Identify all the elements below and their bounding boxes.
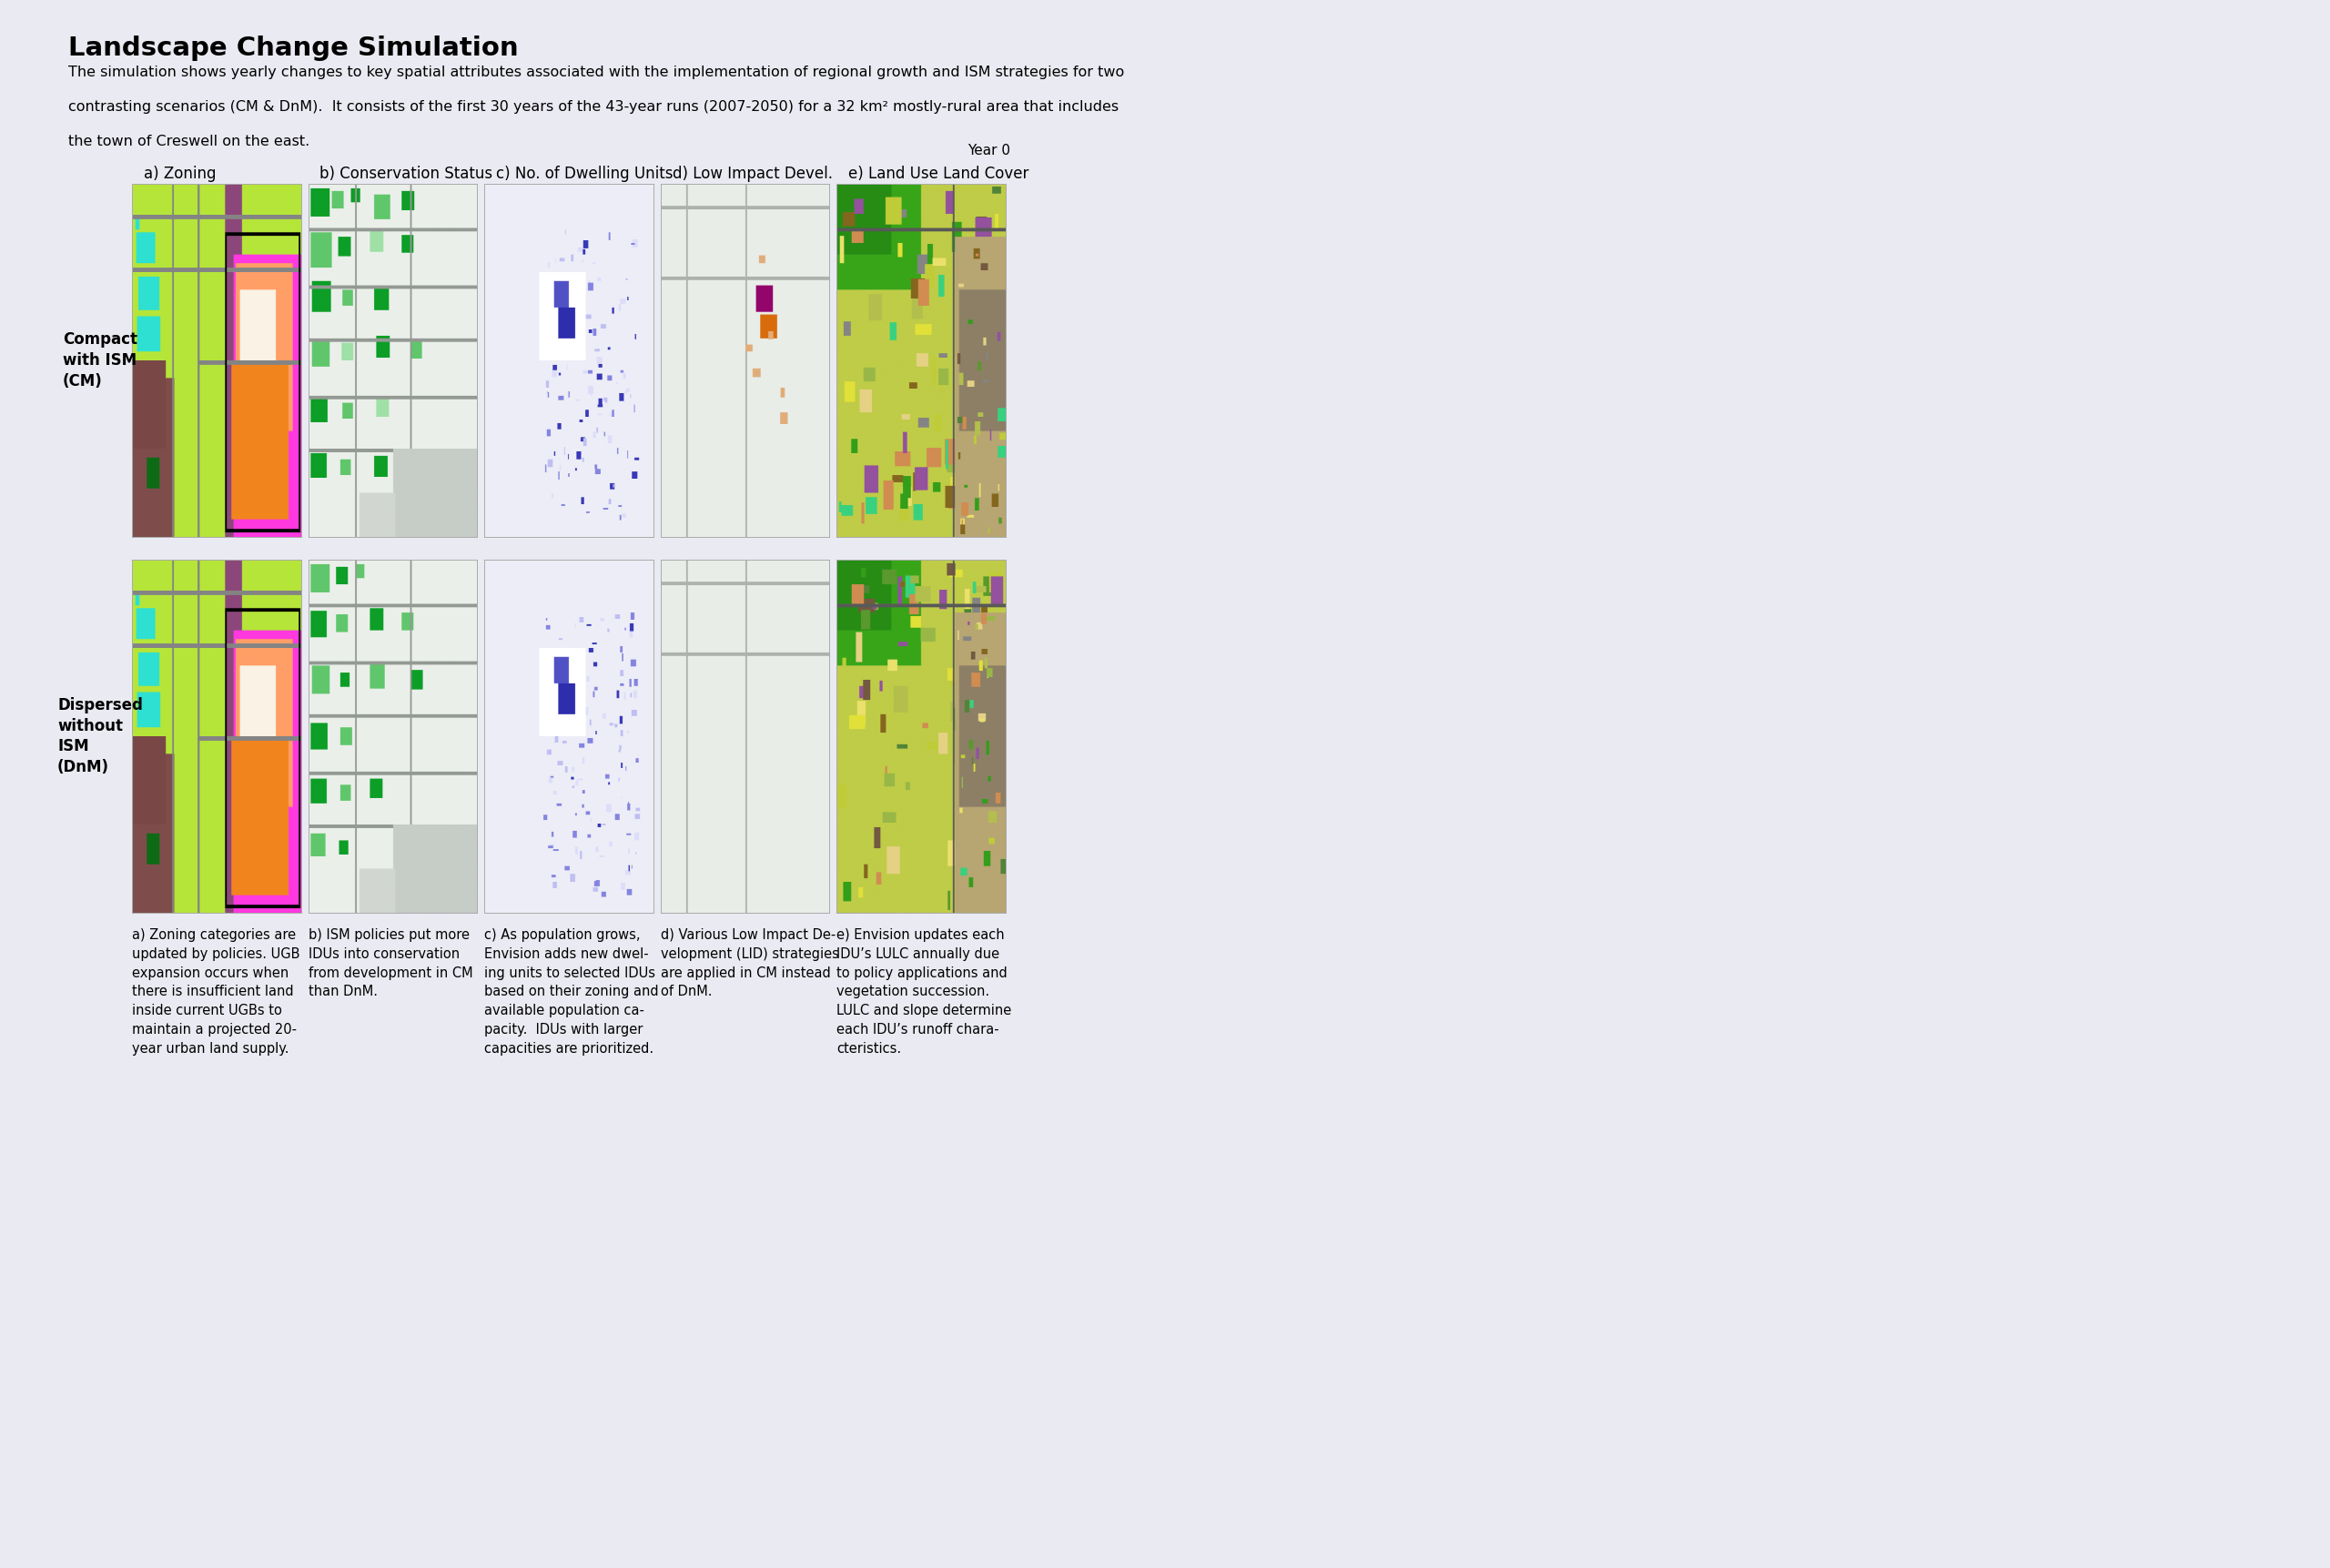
Text: Dispersed
without
ISM
(DnM): Dispersed without ISM (DnM)	[58, 696, 142, 776]
Text: b) ISM policies put more
IDUs into conservation
from development in CM
than DnM.: b) ISM policies put more IDUs into conse…	[308, 928, 473, 999]
Text: the town of Creswell on the east.: the town of Creswell on the east.	[68, 135, 310, 147]
Text: c) As population grows,
Envision adds new dwel-
ing units to selected IDUs
based: c) As population grows, Envision adds ne…	[485, 928, 659, 1055]
Text: e) Envision updates each
IDU’s LULC annually due
to policy applications and
vege: e) Envision updates each IDU’s LULC annu…	[836, 928, 1011, 1055]
Text: d) Low Impact Devel.: d) Low Impact Devel.	[673, 166, 832, 182]
Text: Year 0: Year 0	[967, 144, 1011, 157]
Text: e) Land Use Land Cover: e) Land Use Land Cover	[848, 166, 1030, 182]
Text: c) No. of Dwelling Units: c) No. of Dwelling Units	[496, 166, 673, 182]
Text: contrasting scenarios (CM & DnM).  It consists of the first 30 years of the 43-y: contrasting scenarios (CM & DnM). It con…	[68, 100, 1118, 113]
Text: The simulation shows yearly changes to key spatial attributes associated with th: The simulation shows yearly changes to k…	[68, 66, 1125, 78]
Text: a) Zoning categories are
updated by policies. UGB
expansion occurs when
there is: a) Zoning categories are updated by poli…	[133, 928, 301, 1055]
Text: Compact
with ISM
(CM): Compact with ISM (CM)	[63, 331, 137, 389]
Text: a) Zoning: a) Zoning	[144, 166, 217, 182]
Text: Landscape Change Simulation: Landscape Change Simulation	[68, 34, 520, 61]
Text: d) Various Low Impact De-
velopment (LID) strategies
are applied in CM instead
o: d) Various Low Impact De- velopment (LID…	[662, 928, 839, 999]
Text: b) Conservation Status: b) Conservation Status	[319, 166, 494, 182]
